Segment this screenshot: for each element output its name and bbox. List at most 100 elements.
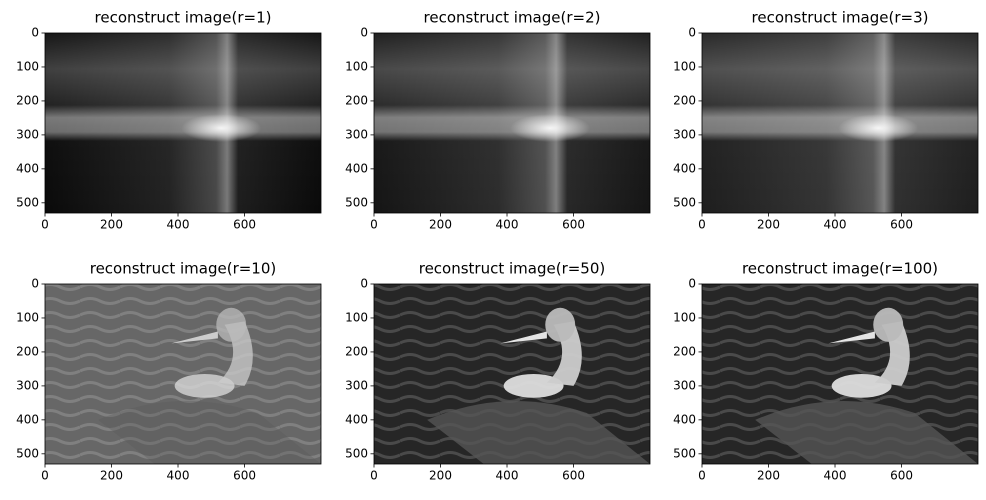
- y-tick-label: 400: [345, 412, 368, 426]
- chart-title: reconstruct image(r=50): [419, 260, 606, 278]
- x-tick-label: 400: [496, 218, 519, 232]
- image-spot: [510, 114, 591, 143]
- x-tick-label: 400: [824, 469, 847, 483]
- duck-neck: [874, 321, 910, 386]
- duck-body: [503, 374, 564, 398]
- axes-frame: [373, 32, 651, 214]
- y-tick-label: 500: [673, 446, 696, 460]
- x-tick-label: 400: [824, 218, 847, 232]
- duck-body: [831, 374, 892, 398]
- x-tick-label: 600: [233, 469, 256, 483]
- image: [702, 33, 978, 213]
- axes-frame: [701, 283, 979, 465]
- image-spot: [838, 114, 919, 143]
- y-tick-label: 100: [345, 310, 368, 324]
- x-tick-label: 200: [429, 469, 452, 483]
- y-tick-label: 300: [16, 378, 39, 392]
- y-tick-label: 500: [16, 195, 39, 209]
- y-tick-label: 300: [673, 378, 696, 392]
- y-tick-label: 300: [345, 378, 368, 392]
- y-tick-label: 400: [16, 412, 39, 426]
- y-tick-label: 400: [673, 161, 696, 175]
- image-vband: [374, 33, 650, 213]
- y-tick-label: 300: [673, 127, 696, 141]
- x-tick-label: 400: [167, 218, 190, 232]
- axes-frame: [701, 32, 979, 214]
- y-tick-label: 100: [673, 59, 696, 73]
- chart-title: reconstruct image(r=10): [90, 260, 277, 278]
- y-tick-label: 0: [360, 26, 368, 40]
- image: [45, 33, 321, 213]
- y-tick-label: 200: [345, 93, 368, 107]
- y-tick-label: 200: [16, 93, 39, 107]
- y-tick-label: 0: [31, 26, 39, 40]
- y-tick-label: 500: [673, 195, 696, 209]
- chart-title: reconstruct image(r=100): [742, 260, 938, 278]
- x-tick-label: 200: [429, 218, 452, 232]
- image: [374, 33, 650, 213]
- x-tick-label: 0: [41, 218, 49, 232]
- y-tick-label: 200: [673, 344, 696, 358]
- x-tick-label: 400: [167, 469, 190, 483]
- x-tick-label: 200: [100, 218, 123, 232]
- image-vband: [45, 33, 321, 213]
- y-tick-label: 200: [16, 344, 39, 358]
- x-tick-label: 600: [890, 469, 913, 483]
- y-tick-label: 0: [688, 26, 696, 40]
- y-tick-label: 500: [345, 446, 368, 460]
- x-tick-label: 0: [41, 469, 49, 483]
- y-tick-label: 500: [345, 195, 368, 209]
- duck-body: [174, 374, 235, 398]
- x-tick-label: 0: [698, 218, 706, 232]
- x-tick-label: 400: [496, 469, 519, 483]
- image-bg: [45, 284, 321, 464]
- x-tick-label: 600: [233, 218, 256, 232]
- duck-bill: [828, 331, 875, 344]
- chart-title: reconstruct image(r=1): [95, 9, 272, 27]
- image: [45, 284, 321, 464]
- axes-frame: [373, 283, 651, 465]
- x-tick-label: 200: [757, 469, 780, 483]
- image: [702, 284, 978, 464]
- y-tick-label: 500: [16, 446, 39, 460]
- y-tick-label: 400: [16, 161, 39, 175]
- x-tick-label: 600: [890, 218, 913, 232]
- duck-neck: [546, 321, 582, 386]
- duck-wing: [98, 400, 321, 464]
- duck-wing: [755, 400, 978, 464]
- chart-title: reconstruct image(r=2): [424, 9, 601, 27]
- y-tick-label: 300: [345, 127, 368, 141]
- axes-frame: [44, 283, 322, 465]
- y-tick-label: 300: [16, 127, 39, 141]
- x-tick-label: 200: [757, 218, 780, 232]
- y-tick-label: 400: [673, 412, 696, 426]
- y-tick-label: 400: [345, 161, 368, 175]
- duck-wing: [427, 400, 650, 464]
- x-tick-label: 600: [562, 218, 585, 232]
- duck-head: [545, 307, 576, 342]
- duck-head: [873, 307, 904, 342]
- y-tick-label: 200: [345, 344, 368, 358]
- y-tick-label: 100: [673, 310, 696, 324]
- x-tick-label: 0: [370, 469, 378, 483]
- y-tick-label: 0: [688, 277, 696, 291]
- y-tick-label: 200: [673, 93, 696, 107]
- x-tick-label: 0: [370, 218, 378, 232]
- x-tick-label: 200: [100, 469, 123, 483]
- y-tick-label: 0: [31, 277, 39, 291]
- y-tick-label: 100: [345, 59, 368, 73]
- image-vband: [702, 33, 978, 213]
- duck-neck: [217, 321, 253, 386]
- duck-head: [216, 307, 247, 342]
- image-spot: [181, 114, 262, 143]
- duck-bill: [500, 331, 547, 344]
- duck-bill: [171, 331, 218, 344]
- y-tick-label: 100: [16, 310, 39, 324]
- y-tick-label: 100: [16, 59, 39, 73]
- chart-title: reconstruct image(r=3): [752, 9, 929, 27]
- axes-frame: [44, 32, 322, 214]
- x-tick-label: 600: [562, 469, 585, 483]
- y-tick-label: 0: [360, 277, 368, 291]
- x-tick-label: 0: [698, 469, 706, 483]
